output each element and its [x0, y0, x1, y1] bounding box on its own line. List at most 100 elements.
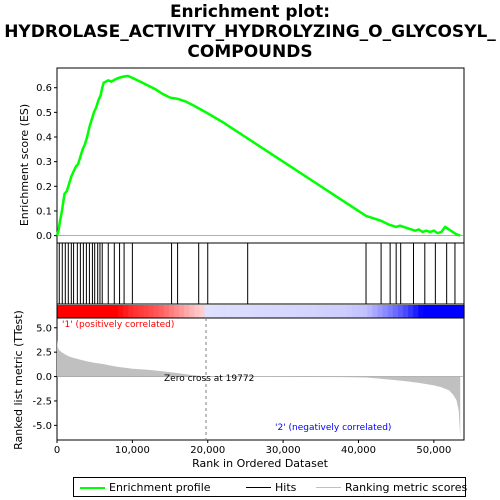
color-bar-segment	[128, 305, 134, 318]
legend-swatch-ranking	[316, 487, 341, 488]
color-bar-segment	[133, 305, 139, 318]
enrichment-profile-line	[55, 74, 461, 237]
color-bar-segment	[367, 305, 374, 318]
color-bar-segment	[326, 305, 333, 318]
hits-plot-area	[56, 242, 465, 305]
color-bar-segment	[270, 305, 277, 318]
color-bar-segment	[143, 305, 150, 318]
es-y-axis-label: Enrichment score (ES)	[18, 104, 31, 226]
zero-cross-label: Zero cross at 19772	[164, 374, 254, 384]
title-line-2: HYDROLASE_ACTIVITY_HYDROLYZING_O_GLYCOSY…	[4, 22, 496, 42]
color-bar-segment	[331, 305, 338, 318]
color-bar-segment	[57, 305, 63, 318]
legend-swatch-hits	[246, 487, 271, 488]
color-bar-segment	[245, 305, 251, 318]
es-y-tick-label: 0.1	[36, 206, 52, 217]
chart-title: Enrichment plot: HYDROLASE_ACTIVITY_HYDR…	[0, 2, 500, 62]
rank-y-tick-label: -2.5	[32, 396, 52, 407]
legend-label-hits: Hits	[275, 481, 297, 494]
color-bar-segment	[214, 305, 221, 318]
color-bar-segment	[153, 305, 160, 318]
color-bar-segment	[194, 305, 201, 318]
legend-label-ranking: Ranking metric scores	[345, 481, 468, 494]
color-bar-segment	[453, 305, 460, 318]
color-bar-segment	[392, 305, 399, 318]
legend-swatch-enrichment	[80, 487, 105, 489]
rank-x-tick-label: 30,000	[266, 445, 301, 456]
color-bar-segment	[428, 305, 435, 318]
color-bar-segment	[291, 305, 297, 318]
color-bar-segment	[174, 305, 180, 318]
color-bar-segment	[229, 305, 236, 318]
color-bar-segment	[402, 305, 409, 318]
color-bar-segment	[168, 305, 175, 318]
rank-x-tick-label: 50,000	[416, 445, 451, 456]
color-bar-segment	[260, 305, 267, 318]
color-bar-segment	[148, 305, 155, 318]
color-bar-segment	[97, 305, 104, 318]
rank-y-tick-label: 0.0	[36, 372, 52, 383]
color-bar-segment	[448, 305, 455, 318]
hits-panel	[56, 242, 465, 319]
color-bar-segment	[92, 305, 99, 318]
color-bar-segment	[311, 305, 318, 318]
color-bar-segment	[250, 305, 257, 318]
color-bar-segment	[118, 305, 124, 318]
es-y-tick-label: 0.6	[36, 83, 52, 94]
rank-y-tick-label: -5.0	[32, 421, 52, 432]
color-bar-segment	[362, 305, 368, 318]
rank-panel: -5.0 -2.5 0.0 2.5 5.0 0 10,000 20,000 30,000 40,…	[12, 310, 465, 470]
color-bar-segment	[224, 305, 231, 318]
color-bar-segment	[189, 305, 195, 318]
color-bar-segment	[209, 305, 216, 318]
es-y-tick-label: 0.3	[36, 157, 52, 168]
es-y-tick-label: 0.0	[36, 231, 52, 242]
color-bar-segment	[255, 305, 262, 318]
color-bar-segment	[372, 305, 379, 318]
es-panel: 0.0 0.1 0.2 0.3 0.4 0.5 0.6 Enrichment score (…	[18, 67, 465, 244]
es-plot-area	[56, 67, 465, 244]
rank-y-tick-label: 2.5	[36, 348, 52, 359]
color-bar-segment	[458, 305, 465, 318]
color-bar-segment	[62, 305, 68, 318]
color-bar-segment	[397, 305, 404, 318]
color-bar-segment	[357, 305, 363, 318]
color-bar-segment	[352, 305, 358, 318]
rank-y-tick-label: 5.0	[36, 323, 52, 334]
rank-x-axis-label: Rank in Ordered Dataset	[192, 457, 329, 470]
color-bar-segment	[321, 305, 328, 318]
color-bar-segment	[296, 305, 302, 318]
color-bar-segment	[123, 305, 129, 318]
negative-correlation-label: '2' (negatively correlated)	[275, 423, 391, 433]
color-bar-segment	[112, 305, 119, 318]
color-bar-segment	[240, 305, 246, 318]
color-bar-segment	[72, 305, 78, 318]
color-bar-segment	[306, 305, 312, 318]
color-bar-segment	[341, 305, 348, 318]
ranking-color-bar	[57, 305, 465, 318]
color-bar-segment	[87, 305, 94, 318]
color-bar-segment	[433, 305, 440, 318]
rank-x-axis: 0 10,000 20,000 30,000 40,000 50,000	[54, 440, 451, 456]
color-bar-segment	[204, 305, 211, 318]
color-bar-segment	[443, 305, 450, 318]
color-bar-segment	[438, 305, 445, 318]
title-line-1: Enrichment plot:	[169, 2, 331, 22]
color-bar-segment	[280, 305, 287, 318]
color-bar-segment	[413, 305, 419, 318]
rank-x-tick-label: 0	[54, 445, 60, 456]
es-y-tick-label: 0.4	[36, 133, 52, 144]
color-bar-segment	[82, 305, 89, 318]
color-bar-segment	[158, 305, 165, 318]
legend-label-enrichment: Enrichment profile	[109, 481, 211, 494]
color-bar-segment	[382, 305, 389, 318]
rank-x-tick-label: 20,000	[190, 445, 225, 456]
color-bar-segment	[336, 305, 343, 318]
color-bar-segment	[275, 305, 282, 318]
color-bar-segment	[67, 305, 73, 318]
es-y-tick-label: 0.5	[36, 108, 52, 119]
color-bar-segment	[423, 305, 429, 318]
color-bar-segment	[77, 305, 84, 318]
color-bar-segment	[235, 305, 241, 318]
